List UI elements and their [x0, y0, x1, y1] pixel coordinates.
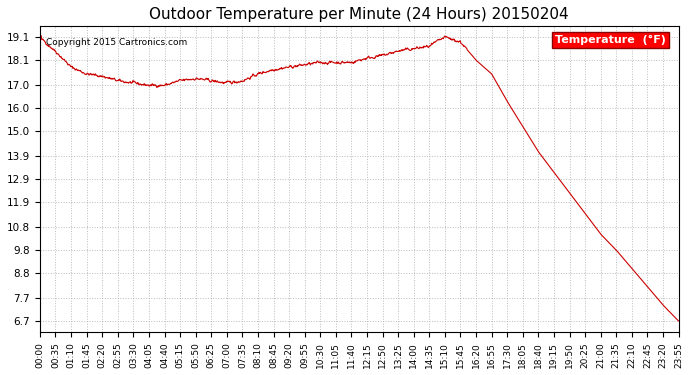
- Title: Outdoor Temperature per Minute (24 Hours) 20150204: Outdoor Temperature per Minute (24 Hours…: [150, 7, 569, 22]
- Text: Copyright 2015 Cartronics.com: Copyright 2015 Cartronics.com: [46, 38, 188, 47]
- Text: Temperature  (°F): Temperature (°F): [555, 35, 666, 45]
